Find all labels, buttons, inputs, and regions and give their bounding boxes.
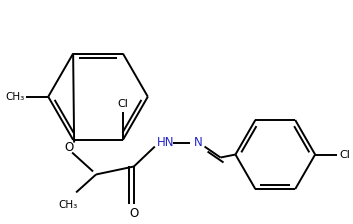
Text: CH₃: CH₃: [5, 92, 24, 102]
Text: HN: HN: [157, 136, 174, 149]
Text: O: O: [65, 141, 74, 154]
Text: CH₃: CH₃: [59, 200, 78, 210]
Text: Cl: Cl: [118, 99, 128, 109]
Text: Cl: Cl: [339, 150, 350, 159]
Text: N: N: [194, 136, 202, 149]
Text: O: O: [129, 207, 138, 220]
